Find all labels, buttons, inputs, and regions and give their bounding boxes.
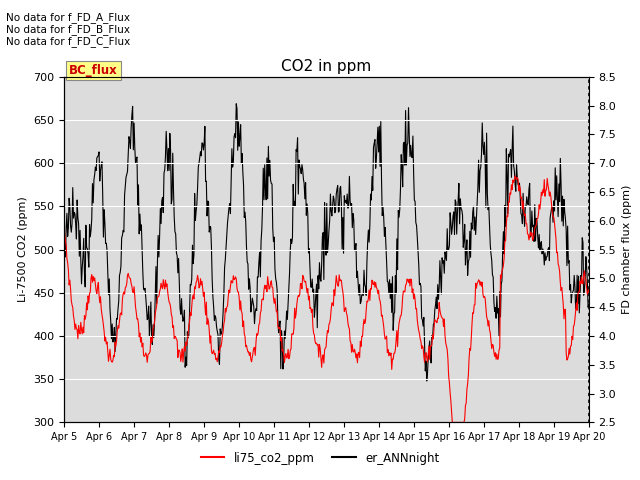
Text: No data for f_FD_B_Flux: No data for f_FD_B_Flux	[6, 24, 131, 35]
Y-axis label: FD chamber flux (ppm): FD chamber flux (ppm)	[622, 185, 632, 314]
Y-axis label: Li-7500 CO2 (ppm): Li-7500 CO2 (ppm)	[17, 197, 28, 302]
Text: No data for f_FD_A_Flux: No data for f_FD_A_Flux	[6, 12, 131, 23]
Title: CO2 in ppm: CO2 in ppm	[281, 59, 372, 74]
Text: BC_flux: BC_flux	[69, 64, 118, 77]
Text: No data for f_FD_C_Flux: No data for f_FD_C_Flux	[6, 36, 131, 47]
Legend: li75_co2_ppm, er_ANNnight: li75_co2_ppm, er_ANNnight	[196, 447, 444, 469]
